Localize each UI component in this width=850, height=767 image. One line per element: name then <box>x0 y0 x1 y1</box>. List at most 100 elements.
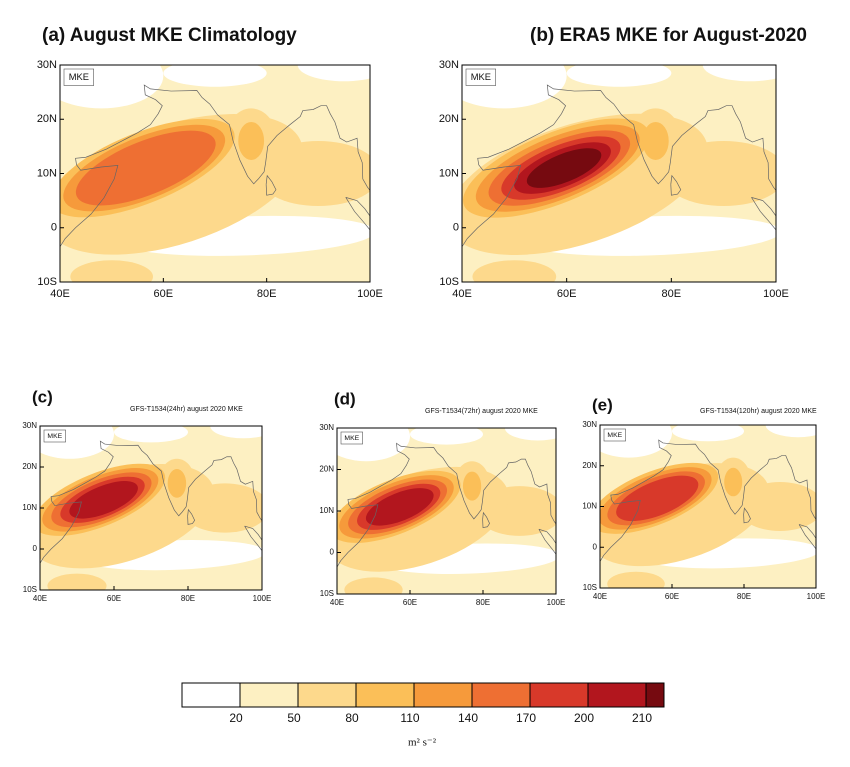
coastline <box>743 507 751 524</box>
white-region <box>600 425 672 458</box>
white-region <box>410 428 483 445</box>
coastline <box>40 440 262 565</box>
lon-label: 40E <box>593 592 607 601</box>
map-field <box>600 425 816 588</box>
colorbar-tick-label: 80 <box>345 711 359 725</box>
white-region <box>566 65 672 87</box>
coastline <box>337 442 556 568</box>
map-field <box>462 65 776 282</box>
lat-label: 30N <box>582 420 597 429</box>
colorbar-bin <box>587 682 647 708</box>
contour <box>526 148 602 188</box>
contour <box>344 577 403 594</box>
lon-label: 80E <box>476 598 490 607</box>
white-region <box>765 425 816 438</box>
lat-label: 0 <box>51 222 57 234</box>
colorbar-tick-label: 140 <box>458 711 478 725</box>
field-label: MKE <box>471 72 491 82</box>
colorbar-bin <box>181 682 241 708</box>
lat-label: 0 <box>33 544 38 553</box>
lat-label: 10N <box>439 167 459 179</box>
lon-label: 100E <box>807 592 826 601</box>
white-region <box>60 65 164 109</box>
field-label-box <box>63 68 95 86</box>
map-field <box>60 65 370 282</box>
coastline <box>751 197 776 231</box>
colorbar-bin <box>239 682 299 708</box>
coastline <box>462 84 776 248</box>
white-region <box>337 428 410 462</box>
lat-label: 30N <box>37 59 57 71</box>
lon-label: 60E <box>557 288 577 300</box>
lat-label: 30N <box>22 421 37 430</box>
field-label: MKE <box>607 432 622 439</box>
coastline <box>482 511 490 529</box>
white-region <box>702 65 776 82</box>
panel-label: (a) August MKE Climatology <box>42 25 297 46</box>
panel-title: GFS-T1534(72hr) august 2020 MKE <box>425 408 538 415</box>
lat-label: 20N <box>22 462 37 471</box>
map-field <box>40 426 262 590</box>
lat-label: 10S <box>439 276 459 288</box>
lon-label: 40E <box>33 594 47 603</box>
panel-title: GFS-T1534(120hr) august 2020 MKE <box>700 408 817 415</box>
lat-label: 10S <box>583 583 597 592</box>
lon-label: 40E <box>50 288 70 300</box>
coastline <box>670 174 682 196</box>
white-region <box>504 428 556 441</box>
coastline <box>244 525 262 552</box>
coastline <box>187 508 196 525</box>
colorbar-bin <box>355 682 415 708</box>
panel-label: (c) <box>32 387 53 406</box>
white-region <box>40 426 114 459</box>
contour <box>365 488 434 526</box>
lon-label: 100E <box>253 594 272 603</box>
lat-label: 20N <box>439 113 459 125</box>
contour <box>462 471 482 501</box>
contour <box>472 260 557 282</box>
lon-label: 100E <box>357 288 383 300</box>
lon-label: 80E <box>181 594 195 603</box>
contour <box>642 121 669 160</box>
lat-label: 10N <box>22 503 37 512</box>
lat-label: 30N <box>319 423 334 432</box>
colorbar-tick-label: 200 <box>574 711 594 725</box>
lat-label: 30N <box>439 59 459 71</box>
lon-label: 80E <box>737 592 751 601</box>
colorbar-tick-label: 210 <box>632 711 652 725</box>
lon-label: 60E <box>403 598 417 607</box>
lat-label: 20N <box>582 461 597 470</box>
coastline <box>798 524 816 550</box>
lon-label: 80E <box>257 288 277 300</box>
lon-label: 40E <box>452 288 472 300</box>
contour <box>724 467 743 497</box>
field-label-box <box>603 428 626 442</box>
colorbar-unit: m² s⁻² <box>408 737 437 749</box>
lon-label: 60E <box>107 594 121 603</box>
lon-label: 80E <box>662 288 682 300</box>
contour <box>69 481 138 519</box>
lat-label: 10N <box>37 167 57 179</box>
lon-label: 40E <box>330 598 344 607</box>
colorbar: 20 50 80 110 140 170 200 210 m² s⁻² <box>181 682 665 749</box>
coastline <box>600 439 816 563</box>
lon-label: 60E <box>154 288 174 300</box>
lat-label: 0 <box>593 542 598 551</box>
colorbar-tick-label: 20 <box>229 711 243 725</box>
lon-label: 100E <box>547 598 566 607</box>
panel-label: (b) ERA5 MKE for August-2020 <box>530 25 807 46</box>
colorbar-bin <box>297 682 357 708</box>
contour <box>47 573 107 590</box>
field-label: MKE <box>69 72 89 82</box>
panel-title: GFS-T1534(24hr) august 2020 MKE <box>130 406 243 413</box>
colorbar-bin <box>529 682 589 708</box>
contour <box>238 121 265 160</box>
contour <box>70 260 153 282</box>
contour <box>75 130 216 206</box>
lon-label: 60E <box>665 592 679 601</box>
colorbar-bin <box>413 682 473 708</box>
